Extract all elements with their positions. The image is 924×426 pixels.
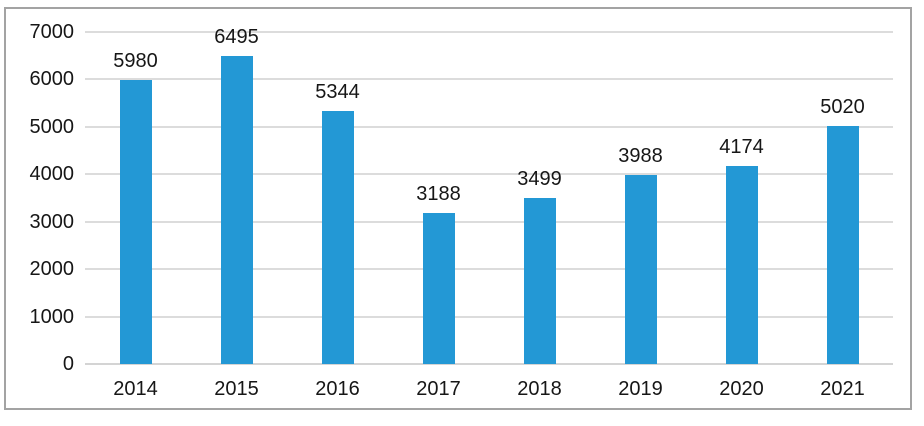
data-label-2014: 5980 — [113, 50, 158, 73]
y-axis-tick-label: 0 — [62, 353, 74, 375]
x-axis-tick-label: 2019 — [618, 378, 663, 400]
data-label-2015: 6495 — [214, 25, 259, 48]
data-label-2021: 5020 — [820, 95, 865, 118]
y-gridline — [85, 268, 893, 271]
y-axis-tick-label: 2000 — [29, 258, 75, 281]
data-label-2018: 3499 — [517, 168, 562, 191]
y-gridline — [85, 315, 893, 318]
data-label-2019: 3988 — [618, 144, 663, 167]
y-gridline — [85, 78, 893, 81]
bar-2016 — [321, 110, 354, 364]
data-label-2020: 4174 — [719, 136, 764, 159]
bar-2019 — [624, 174, 657, 364]
x-axis-tick-label: 2021 — [820, 378, 865, 400]
y-gridline — [85, 173, 893, 176]
y-axis-tick-label: 4000 — [29, 163, 75, 186]
bar-2021 — [826, 125, 859, 364]
bar-2015 — [220, 55, 253, 364]
x-axis-tick-label: 2015 — [214, 378, 259, 400]
y-axis-tick-label: 6000 — [29, 68, 75, 91]
y-axis-tick-label: 1000 — [29, 305, 75, 328]
x-axis-tick-label: 2017 — [416, 378, 461, 400]
y-axis-tick-label: 5000 — [29, 115, 75, 138]
data-label-2016: 5344 — [315, 80, 360, 103]
bar-2018 — [523, 198, 556, 364]
y-axis-tick-label: 7000 — [29, 21, 75, 43]
x-axis-tick-label: 2020 — [719, 378, 764, 400]
bar-2020 — [725, 166, 758, 364]
y-gridline — [85, 220, 893, 223]
data-label-2017: 3188 — [416, 182, 461, 205]
bar-2014 — [119, 80, 152, 364]
bar-2017 — [422, 212, 455, 364]
y-axis-tick-label: 3000 — [29, 210, 75, 233]
y-gridline — [85, 31, 893, 33]
x-axis-tick-label: 2018 — [517, 378, 562, 400]
chart-frame-border — [4, 7, 912, 410]
y-gridline — [85, 125, 893, 128]
x-axis-tick-label: 2016 — [315, 378, 360, 400]
x-axis-line — [85, 363, 893, 365]
x-axis-tick-label: 2014 — [113, 378, 158, 400]
